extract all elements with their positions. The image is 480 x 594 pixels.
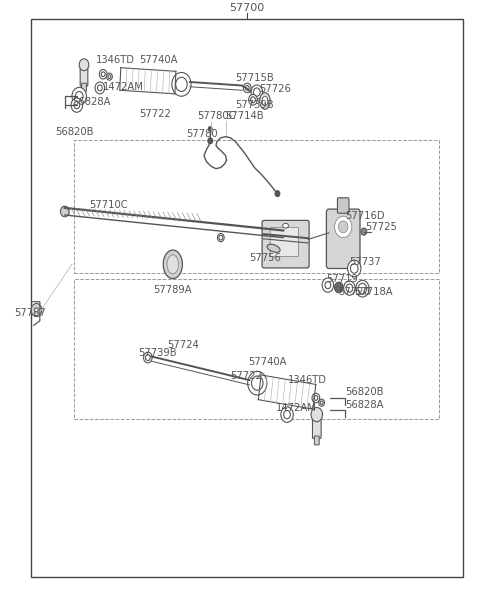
- Text: 57726: 57726: [259, 84, 291, 94]
- Circle shape: [176, 77, 187, 91]
- Circle shape: [208, 138, 213, 144]
- Text: 56820B: 56820B: [346, 387, 384, 397]
- Circle shape: [243, 83, 251, 93]
- Circle shape: [358, 283, 367, 294]
- Text: 57724: 57724: [167, 340, 199, 350]
- Text: 57714B: 57714B: [226, 111, 264, 121]
- Text: 57719: 57719: [326, 274, 358, 284]
- Circle shape: [79, 59, 89, 71]
- Circle shape: [144, 352, 152, 363]
- Circle shape: [99, 69, 107, 79]
- Text: 57739B: 57739B: [138, 347, 177, 358]
- Ellipse shape: [267, 244, 280, 252]
- Text: 56828A: 56828A: [346, 400, 384, 410]
- Text: 57789A: 57789A: [154, 285, 192, 295]
- Circle shape: [314, 396, 318, 400]
- Text: 57756: 57756: [250, 252, 281, 263]
- Circle shape: [219, 235, 223, 240]
- Bar: [74, 140, 439, 273]
- Circle shape: [281, 407, 293, 422]
- Circle shape: [101, 72, 105, 77]
- Text: 56828A: 56828A: [72, 97, 110, 107]
- Circle shape: [107, 73, 112, 80]
- Text: 1346TD: 1346TD: [96, 55, 135, 65]
- Text: 57725: 57725: [365, 222, 396, 232]
- Text: 57715B: 57715B: [235, 73, 274, 83]
- Circle shape: [320, 401, 323, 405]
- Circle shape: [284, 410, 290, 419]
- Text: 56820B: 56820B: [55, 127, 94, 137]
- Text: 1472AM: 1472AM: [276, 403, 317, 413]
- Circle shape: [71, 98, 83, 112]
- Text: 57722: 57722: [139, 109, 171, 119]
- Text: 57722: 57722: [230, 371, 262, 381]
- Ellipse shape: [283, 223, 288, 228]
- Circle shape: [335, 282, 343, 293]
- FancyBboxPatch shape: [337, 198, 349, 213]
- Circle shape: [249, 94, 257, 105]
- Circle shape: [31, 304, 42, 317]
- Circle shape: [350, 264, 358, 273]
- Circle shape: [322, 278, 334, 292]
- Circle shape: [95, 82, 105, 94]
- Ellipse shape: [167, 255, 179, 274]
- Circle shape: [74, 102, 80, 109]
- Circle shape: [335, 216, 352, 238]
- Circle shape: [348, 260, 361, 277]
- Ellipse shape: [60, 206, 69, 217]
- Text: 57718A: 57718A: [354, 287, 393, 297]
- Circle shape: [245, 86, 249, 90]
- Circle shape: [251, 97, 255, 103]
- Text: 57780: 57780: [186, 129, 218, 139]
- FancyBboxPatch shape: [82, 83, 86, 91]
- FancyBboxPatch shape: [80, 67, 88, 86]
- Circle shape: [338, 221, 348, 233]
- Text: 57716D: 57716D: [346, 211, 385, 221]
- FancyBboxPatch shape: [326, 209, 360, 268]
- Circle shape: [75, 91, 83, 101]
- Ellipse shape: [262, 96, 268, 106]
- Text: 57720: 57720: [338, 287, 370, 297]
- Circle shape: [325, 282, 331, 289]
- FancyBboxPatch shape: [312, 419, 321, 438]
- Text: 1346TD: 1346TD: [288, 375, 327, 385]
- Circle shape: [172, 72, 191, 96]
- Circle shape: [248, 371, 267, 395]
- Text: 57710C: 57710C: [89, 200, 127, 210]
- Text: 57787: 57787: [14, 308, 46, 318]
- Circle shape: [72, 87, 86, 105]
- Text: 57740A: 57740A: [249, 357, 287, 367]
- Circle shape: [34, 307, 39, 313]
- FancyBboxPatch shape: [262, 220, 309, 268]
- FancyBboxPatch shape: [270, 228, 299, 257]
- Circle shape: [344, 281, 355, 295]
- Text: 57737: 57737: [349, 257, 381, 267]
- Circle shape: [217, 233, 224, 242]
- Circle shape: [311, 407, 323, 422]
- Circle shape: [208, 127, 212, 131]
- Text: 57740A: 57740A: [139, 55, 178, 65]
- Circle shape: [275, 191, 280, 197]
- Circle shape: [108, 75, 111, 78]
- Circle shape: [97, 85, 102, 91]
- Text: 1472AM: 1472AM: [103, 82, 144, 92]
- Text: 57780C: 57780C: [197, 111, 235, 121]
- Circle shape: [312, 393, 320, 403]
- Circle shape: [251, 85, 263, 99]
- Circle shape: [361, 228, 367, 235]
- Text: 57739B: 57739B: [235, 100, 274, 110]
- FancyBboxPatch shape: [314, 436, 319, 445]
- Circle shape: [319, 399, 324, 406]
- Circle shape: [145, 355, 150, 361]
- Circle shape: [253, 88, 260, 96]
- Bar: [74, 279, 439, 419]
- Ellipse shape: [260, 93, 270, 109]
- Circle shape: [346, 284, 353, 292]
- Ellipse shape: [163, 250, 182, 279]
- Circle shape: [252, 376, 263, 390]
- Text: 57700: 57700: [229, 3, 265, 13]
- Circle shape: [356, 280, 369, 297]
